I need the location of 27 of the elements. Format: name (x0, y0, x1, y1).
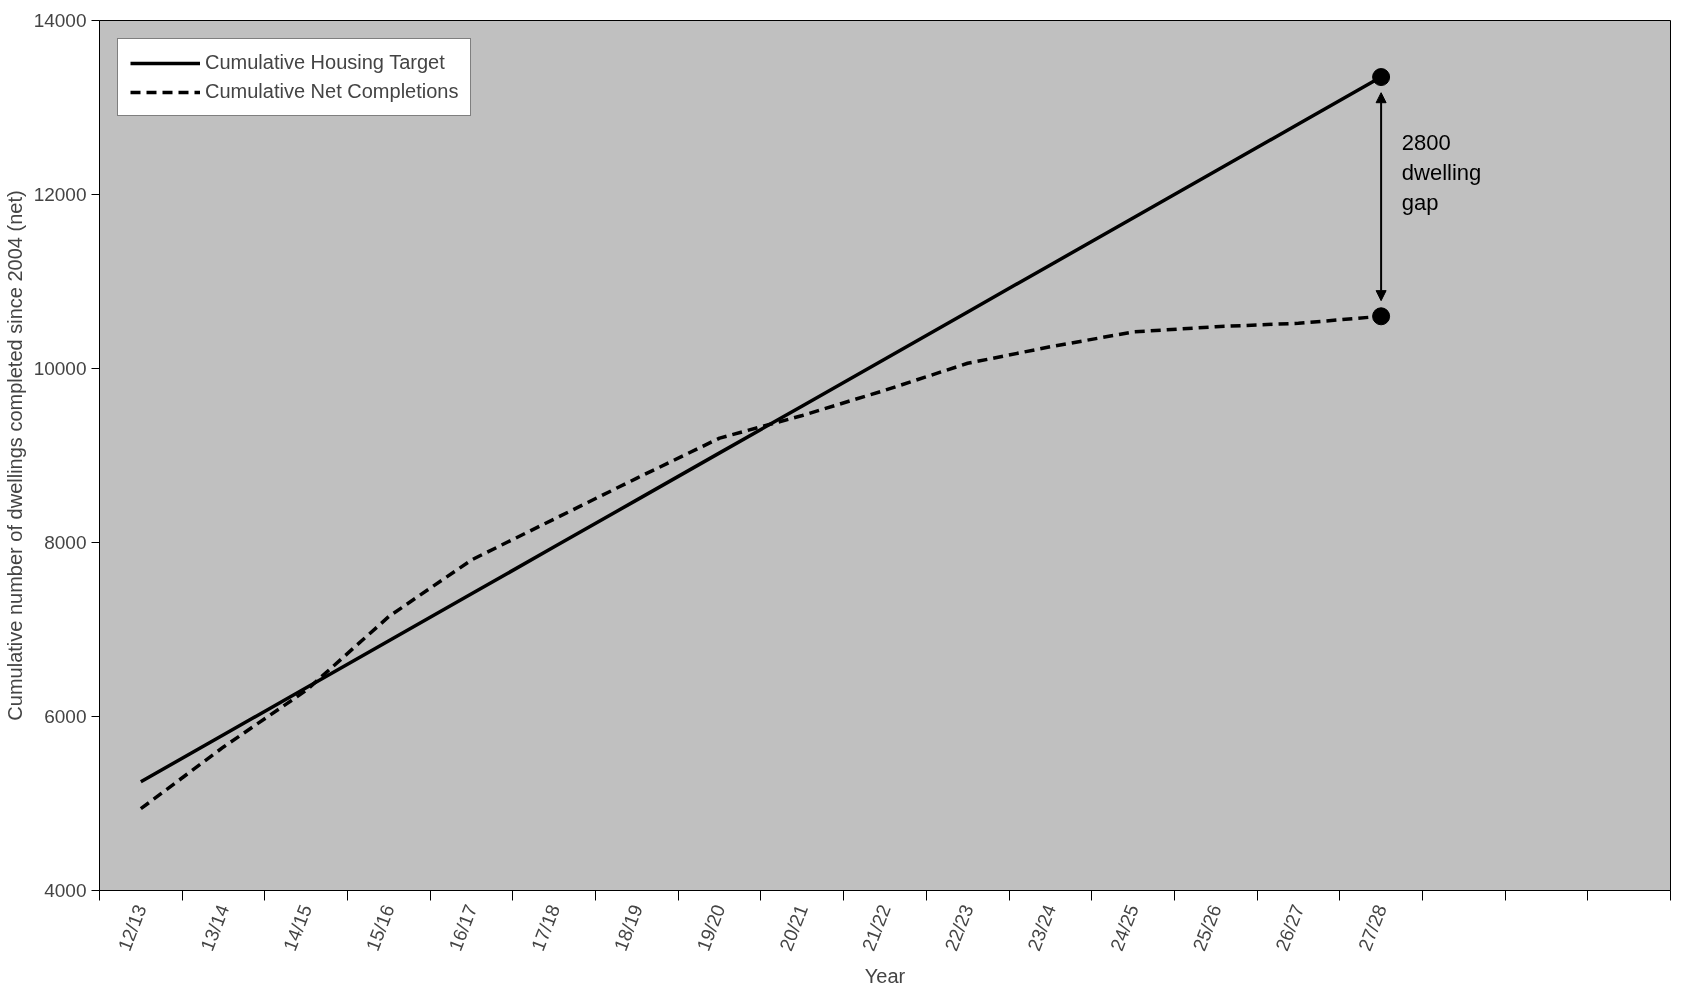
x-tick-label: 20/21 (775, 901, 813, 954)
x-tick-label: 22/23 (940, 901, 978, 954)
x-tick-label: 27/28 (1354, 901, 1391, 954)
x-tick-label: 24/25 (1106, 901, 1143, 954)
y-tick-label: 14000 (33, 10, 87, 31)
x-tick-label: 13/14 (196, 901, 234, 954)
annotation: 2800 dwelling gap (1401, 130, 1482, 216)
x-tick-label: 12/13 (113, 901, 151, 954)
y-tick-label: 10000 (33, 358, 87, 379)
y-tick-label: 8000 (44, 532, 87, 553)
x-tick-label: 14/15 (279, 901, 316, 954)
y-tick-label: 6000 (44, 706, 87, 727)
x-tick-label: 26/27 (1271, 901, 1309, 954)
x-tick-label: 18/19 (609, 901, 647, 954)
y-tick-label: 12000 (33, 184, 87, 205)
y-tick-label: 4000 (44, 880, 87, 901)
x-tick-label: 16/17 (444, 901, 482, 954)
x-tick-label: 23/24 (1023, 901, 1061, 954)
x-tick-label: 17/18 (527, 901, 565, 954)
legend-label: Cumulative Net Completions (205, 80, 459, 103)
x-tick-label: 15/16 (361, 901, 399, 954)
x-tick-label: 21/22 (857, 901, 895, 954)
legend-label: Cumulative Housing Target (205, 51, 445, 74)
x-tick-label: 25/26 (1188, 901, 1226, 954)
y-axis-title: Cumulative number of dwellings completed since 2004 (net) (3, 190, 26, 721)
x-tick-label: 19/20 (692, 901, 730, 954)
x-axis-title: Year (864, 965, 906, 988)
